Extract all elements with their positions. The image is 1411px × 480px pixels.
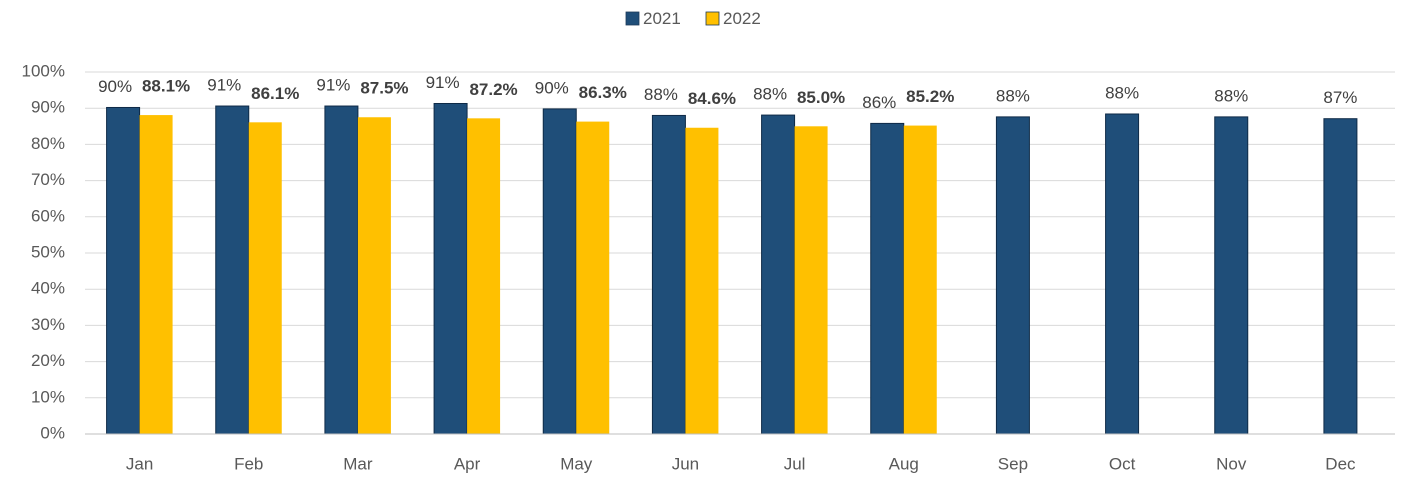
- bar: [324, 105, 359, 435]
- x-tick-label: Apr: [454, 454, 481, 473]
- bar: [1214, 116, 1249, 435]
- data-label: 86%: [862, 93, 896, 112]
- x-tick-label: Feb: [234, 454, 263, 473]
- bar: [248, 122, 282, 435]
- data-label: 84.6%: [688, 89, 736, 108]
- bar: [995, 116, 1030, 435]
- data-label: 85.2%: [906, 87, 954, 106]
- y-tick-label: 40%: [31, 279, 65, 298]
- data-label: 88%: [644, 85, 678, 104]
- bar: [139, 115, 173, 434]
- bar: [576, 121, 610, 435]
- x-tick-label: Jul: [784, 454, 806, 473]
- legend-label: 2022: [723, 9, 761, 28]
- bar: [357, 117, 391, 434]
- bar: [870, 122, 905, 435]
- data-label: 87.2%: [469, 80, 517, 99]
- bar: [106, 106, 141, 435]
- x-tick-label: Dec: [1325, 454, 1356, 473]
- bar: [794, 126, 828, 435]
- data-label: 87%: [1323, 88, 1357, 107]
- data-label: 87.5%: [360, 79, 408, 98]
- bar: [651, 114, 686, 435]
- y-tick-label: 20%: [31, 351, 65, 370]
- x-tick-label: May: [560, 454, 593, 473]
- y-tick-label: 30%: [31, 315, 65, 334]
- data-label: 88%: [1105, 83, 1139, 102]
- bar: [215, 105, 250, 435]
- x-tick-label: Jan: [126, 454, 153, 473]
- data-label: 88%: [1214, 86, 1248, 105]
- data-label: 86.1%: [251, 84, 299, 103]
- y-tick-label: 60%: [31, 206, 65, 225]
- bar: [685, 127, 719, 435]
- y-tick-label: 50%: [31, 242, 65, 261]
- bar: [467, 118, 501, 434]
- data-label: 85.0%: [797, 88, 845, 107]
- bar: [542, 108, 577, 435]
- x-tick-label: Sep: [998, 454, 1028, 473]
- data-label: 90%: [98, 77, 132, 96]
- bar: [761, 114, 796, 435]
- legend-swatch: [705, 11, 720, 26]
- bar: [1323, 118, 1358, 435]
- data-label: 91%: [426, 73, 460, 92]
- bar: [903, 125, 937, 435]
- data-label: 88%: [996, 86, 1030, 105]
- y-tick-label: 90%: [31, 98, 65, 117]
- data-label: 90%: [535, 78, 569, 97]
- bar: [433, 102, 468, 435]
- data-label: 91%: [316, 76, 350, 95]
- x-tick-label: Nov: [1216, 454, 1247, 473]
- x-tick-label: Mar: [343, 454, 373, 473]
- data-label: 91%: [207, 76, 241, 95]
- y-tick-label: 100%: [22, 61, 65, 80]
- x-tick-label: Jun: [672, 454, 699, 473]
- data-label: 86.3%: [579, 83, 627, 102]
- data-label: 88%: [753, 85, 787, 104]
- legend-swatch: [625, 11, 640, 26]
- y-tick-label: 80%: [31, 134, 65, 153]
- x-tick-label: Oct: [1109, 454, 1136, 473]
- y-tick-label: 10%: [31, 387, 65, 406]
- data-label: 88.1%: [142, 77, 190, 96]
- y-tick-label: 0%: [40, 423, 65, 442]
- bar: [1105, 113, 1140, 435]
- y-tick-label: 70%: [31, 170, 65, 189]
- x-tick-label: Aug: [889, 454, 919, 473]
- legend-label: 2021: [643, 9, 681, 28]
